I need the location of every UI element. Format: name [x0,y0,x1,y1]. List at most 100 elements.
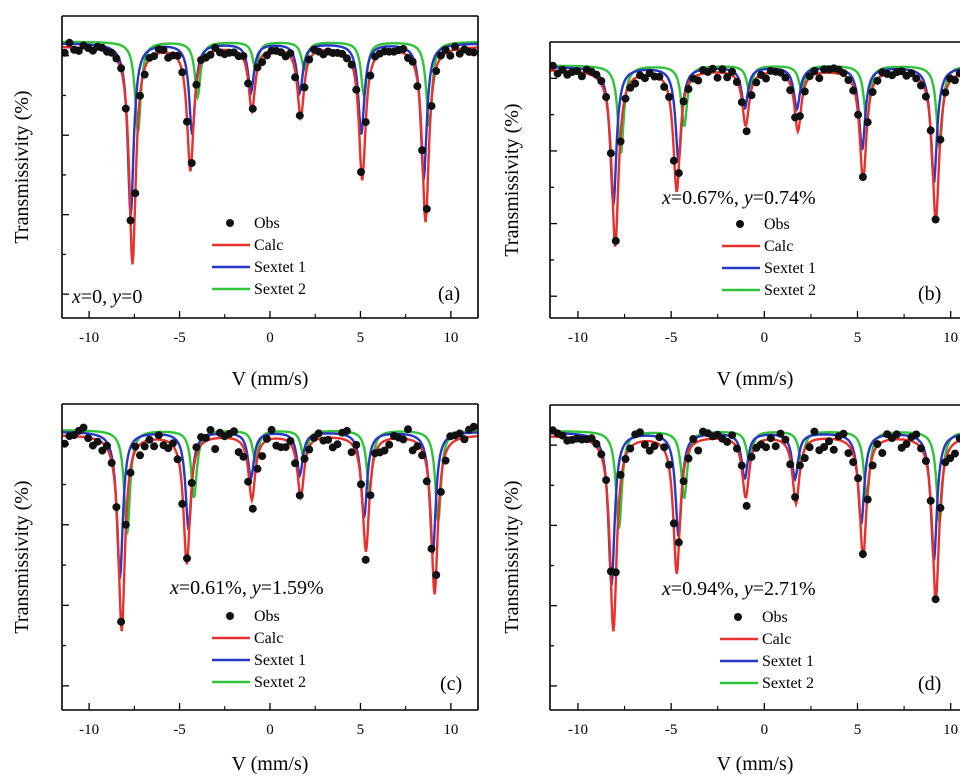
obs-point [597,77,606,85]
obs-point [413,442,422,451]
x-tick-label: 0 [266,330,274,346]
obs-point [168,439,177,448]
legend-marker-obs [226,219,234,227]
obs-point [62,48,69,57]
legend: Obs Calc Sextet 1 Sextet 2 [722,216,816,299]
obs-point [752,78,761,87]
obs-point [587,434,596,443]
obs-point [732,444,741,453]
obs-point [239,452,248,461]
obs-point [366,71,375,80]
obs-point [665,460,674,469]
obs-point [723,73,732,82]
obs-point [404,425,412,434]
x-axis-label: V (mm/s) [232,368,309,390]
obs-point [342,426,351,435]
obs-point [93,437,102,446]
obs-point [592,439,601,448]
obs-point [295,491,304,500]
obs-point [357,168,365,176]
x-axis-label: V (mm/s) [232,753,309,775]
obs-point [558,65,567,74]
legend: Obs Calc Sextet 1 Sextet 2 [720,609,814,692]
obs-point [805,443,814,452]
obs-point [65,38,74,47]
obs-point [606,149,615,158]
obs-point [211,445,220,453]
obs-point [674,169,683,178]
obs-point [291,459,300,468]
obs-point [776,429,785,438]
obs-point [728,67,737,76]
obs-point [469,422,478,431]
obs-point [451,42,459,51]
obs-point [446,51,455,60]
obs-point [347,60,356,69]
x-tick-label: 10 [443,722,458,738]
obs-point [178,68,187,77]
obs-point [805,72,814,81]
x-axis-label: V (mm/s) [717,753,794,775]
panel-label: (d) [918,673,941,695]
panel-d: -10 -5 0 5 10 V (mm/s) Transmissivity (%) x=0.9… [501,404,960,775]
obs-point [694,446,703,455]
legend: Obs Calc Sextet 1 Sextet 2 [212,608,306,691]
legend-marker-obs [736,220,744,228]
obs-point [577,72,586,81]
obs-point [573,67,581,76]
legend-label: Sextet 1 [254,259,306,276]
obs-point [145,435,154,444]
composition-annotation: x=0.94%, y=2.71% [661,578,816,600]
obs-point [631,79,640,88]
y-axis-label: Transmissivity (%) [501,103,523,256]
obs-point [258,58,267,67]
obs-point [253,63,262,72]
obs-point [592,70,601,79]
obs-point [441,45,450,54]
obs-point [558,431,567,440]
obs-point [713,73,722,82]
obs-point [825,437,833,446]
obs-point [858,550,867,559]
obs-point [192,443,201,452]
obs-point [432,67,441,76]
legend-label: Sextet 2 [254,674,306,691]
obs-point [723,437,732,446]
obs-point [117,617,126,626]
obs-point [352,440,361,449]
obs-point [810,427,819,436]
y-axis-label: Transmissivity (%) [11,480,33,633]
obs-point [602,476,611,485]
obs-point [907,69,916,78]
obs-point [669,519,678,528]
obs-point [917,81,925,90]
obs-point [408,57,417,66]
obs-point [776,68,785,77]
obs-point [305,445,314,454]
obs-point [844,76,853,85]
x-tick-label: -5 [665,330,678,346]
obs-point [597,450,606,459]
obs-point [159,45,168,54]
obs-point [766,434,775,443]
obs-point [300,83,309,92]
obs-point [183,554,191,563]
legend-label: Sextet 1 [764,260,816,277]
obs-point [955,69,960,78]
obs-point [742,501,751,510]
obs-point [912,74,921,83]
obs-point [795,112,804,121]
obs-point [732,78,741,86]
obs-point [314,429,323,438]
obs-point [253,464,262,473]
y-axis-label: Transmissivity (%) [501,480,523,633]
obs-point [636,428,644,437]
obs-point [839,69,848,78]
obs-point [418,451,427,460]
obs-point [192,80,201,89]
obs-point [708,64,717,73]
obs-point [455,429,464,438]
obs-point [436,487,445,496]
obs-point [79,423,88,432]
